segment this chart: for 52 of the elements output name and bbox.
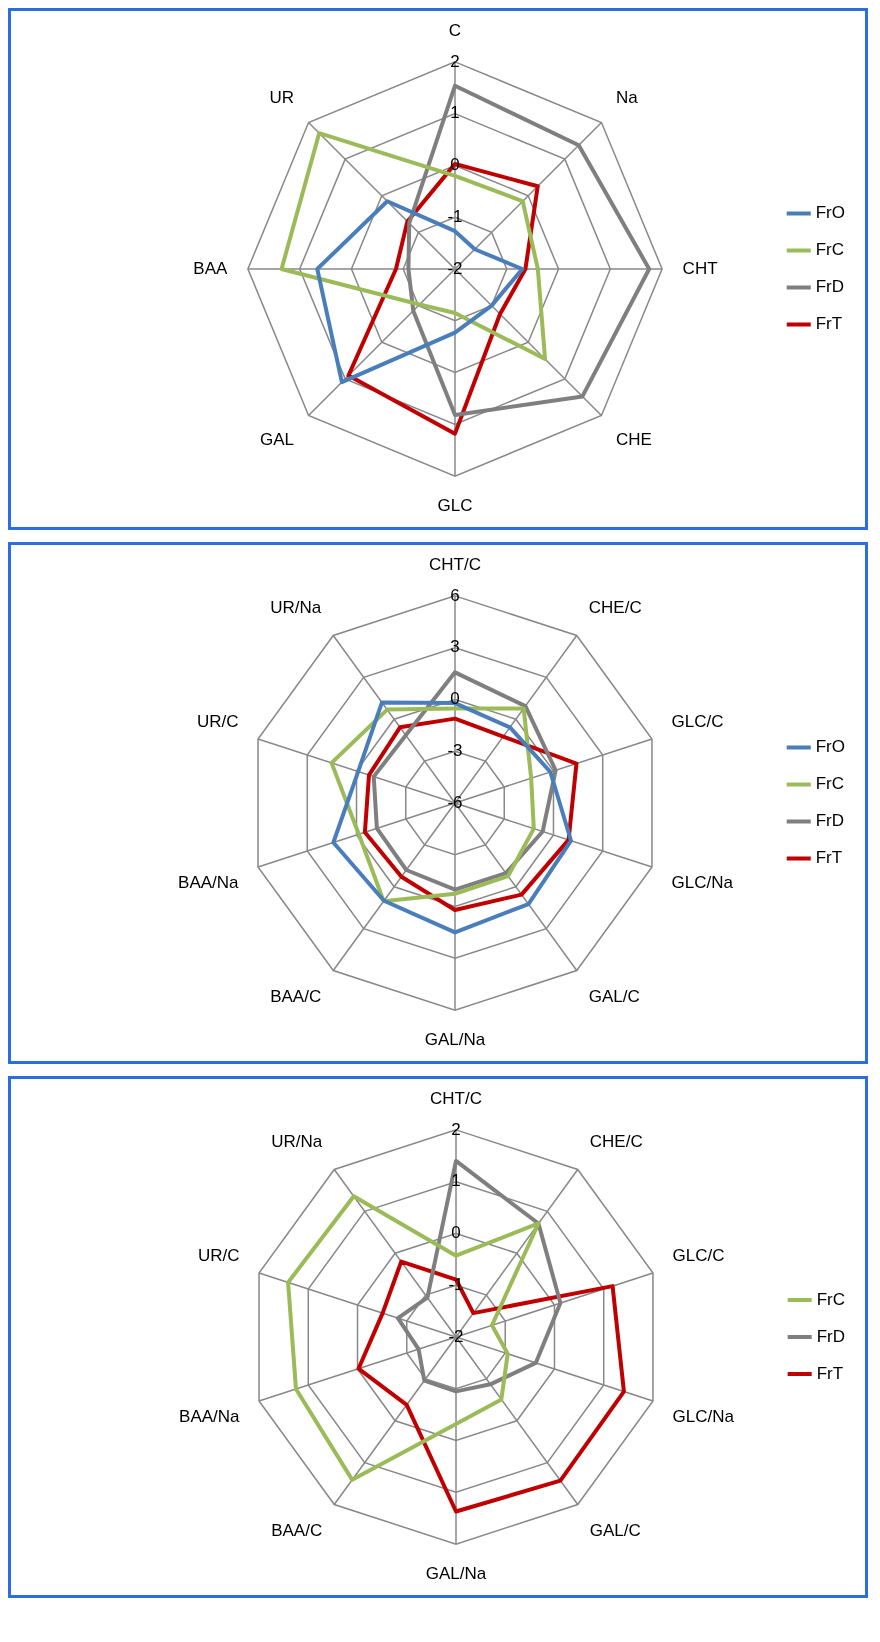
spoke-label: BAA/Na [178, 873, 240, 893]
spoke-label: BAA/Na [179, 1407, 241, 1427]
spoke-label: CHT [682, 258, 718, 278]
y-tick-label: -3 [447, 740, 463, 760]
spoke-label: BAA [193, 258, 229, 278]
y-tick-label: 6 [450, 585, 460, 605]
spoke-label: GLC/C [672, 1246, 725, 1266]
spoke-label: CHT/C [429, 554, 481, 574]
legend-label: FrC [815, 240, 845, 260]
legend-label: FrO [815, 737, 846, 757]
y-tick-label: -2 [448, 1326, 464, 1346]
spoke-label: BAA/C [270, 987, 322, 1007]
spoke-label: CHE/C [588, 598, 642, 618]
spoke-label: GLC/Na [671, 873, 734, 893]
spoke-label: UR/C [197, 1246, 240, 1266]
spoke-label: GAL [260, 429, 295, 449]
legend-label: FrD [815, 811, 845, 831]
spoke-label: BAA/C [271, 1521, 323, 1541]
legend-label: FrD [815, 277, 845, 297]
y-tick-label: -6 [447, 792, 463, 812]
spoke-label: UR/C [196, 712, 239, 732]
spoke-label: C [448, 20, 462, 40]
y-tick-label: 0 [451, 1223, 461, 1243]
y-tick-label: 0 [450, 689, 460, 709]
legend-label: FrC [815, 774, 845, 794]
legend-label: FrT [815, 848, 843, 868]
legend-label: FrT [815, 314, 843, 334]
spoke-label: GLC/C [671, 712, 724, 732]
spoke-label: GAL/Na [425, 1564, 487, 1584]
y-tick-label: -2 [447, 258, 463, 278]
spoke-label: UR/Na [271, 1132, 323, 1152]
y-tick-label: 1 [450, 103, 460, 123]
spoke-label: Na [615, 87, 639, 107]
y-tick-label: 2 [450, 51, 460, 71]
legend-label: FrD [816, 1326, 846, 1346]
spoke-label: CHT/C [430, 1088, 482, 1108]
y-tick-label: -1 [447, 206, 463, 226]
spoke-label: GAL/Na [424, 1030, 486, 1050]
y-tick-label: 2 [451, 1119, 461, 1139]
spoke-label: GLC/Na [672, 1407, 735, 1427]
spoke-label: UR/Na [270, 598, 322, 618]
spoke-label: CHE [615, 429, 652, 449]
spoke-label: CHE/C [589, 1132, 643, 1152]
y-tick-label: 1 [451, 1171, 461, 1191]
spoke-label: UR [269, 87, 295, 107]
spoke-label: GAL/C [589, 1521, 641, 1541]
legend-label: FrT [816, 1363, 844, 1383]
y-tick-label: 3 [450, 637, 460, 657]
legend-label: FrC [816, 1289, 846, 1309]
spoke-label: GAL/C [588, 987, 640, 1007]
legend-label: FrO [815, 203, 846, 223]
spoke-label: GLC [437, 496, 473, 516]
